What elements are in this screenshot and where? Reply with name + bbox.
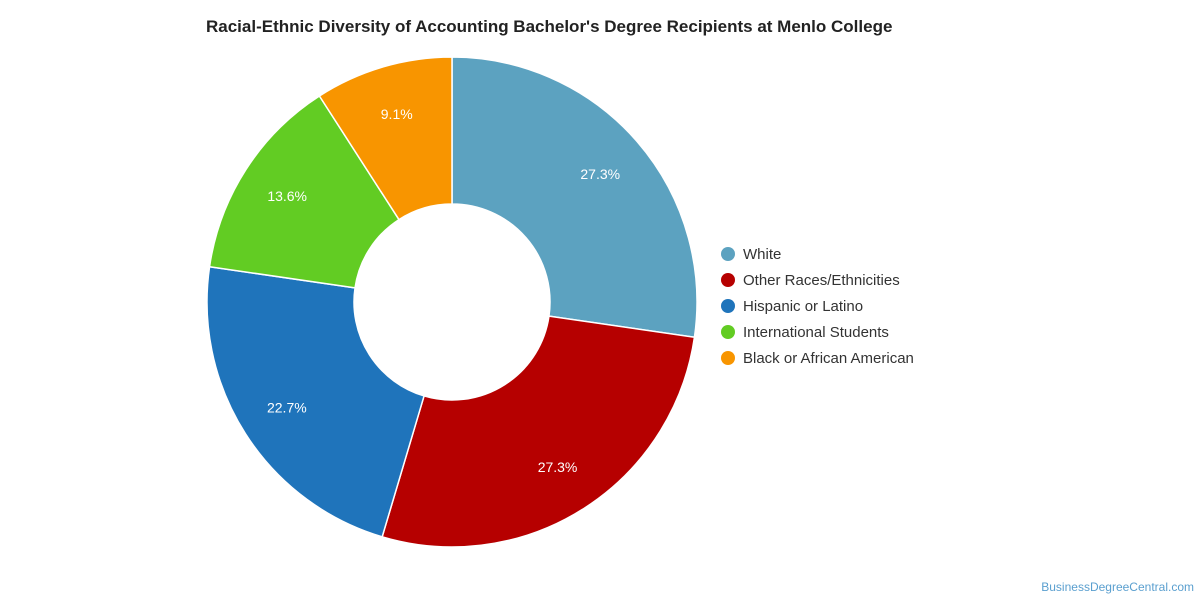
- slice-hispanic-or-latino: [206, 265, 426, 538]
- slice-black-or-african-american: [318, 56, 453, 221]
- legend-swatch-icon: [721, 325, 735, 339]
- legend-label: Black or African American: [743, 349, 914, 367]
- legend-swatch-icon: [721, 299, 735, 313]
- watermark: BusinessDegreeCentral.com: [1041, 580, 1194, 594]
- slice-data-label: 13.6%: [267, 188, 307, 204]
- legend-label: Other Races/Ethnicities: [743, 271, 900, 289]
- slice-white: [451, 56, 698, 339]
- chart-legend: White Other Races/Ethnicities Hispanic or …: [721, 241, 914, 371]
- chart-title: Racial-Ethnic Diversity of Accounting Ba…: [206, 17, 893, 36]
- legend-item[interactable]: Black or African American: [721, 345, 914, 371]
- legend-swatch-icon: [721, 273, 735, 287]
- slice-data-label: 22.7%: [267, 400, 307, 416]
- legend-swatch-icon: [721, 247, 735, 261]
- legend-item[interactable]: White: [721, 241, 914, 267]
- legend-label: Hispanic or Latino: [743, 297, 864, 315]
- slice-other-races-ethnicities: [381, 315, 696, 548]
- legend-label: White: [743, 245, 782, 263]
- slice-data-label: 27.3%: [580, 166, 620, 182]
- legend-item[interactable]: Hispanic or Latino: [721, 293, 914, 319]
- slice-data-label: 27.3%: [538, 459, 578, 475]
- legend-swatch-icon: [721, 351, 735, 365]
- legend-item[interactable]: Other Races/Ethnicities: [721, 267, 914, 293]
- slice-data-label: 9.1%: [381, 106, 413, 122]
- slice-international-students: [208, 94, 401, 289]
- legend-item[interactable]: International Students: [721, 319, 914, 345]
- legend-label: International Students: [743, 323, 889, 341]
